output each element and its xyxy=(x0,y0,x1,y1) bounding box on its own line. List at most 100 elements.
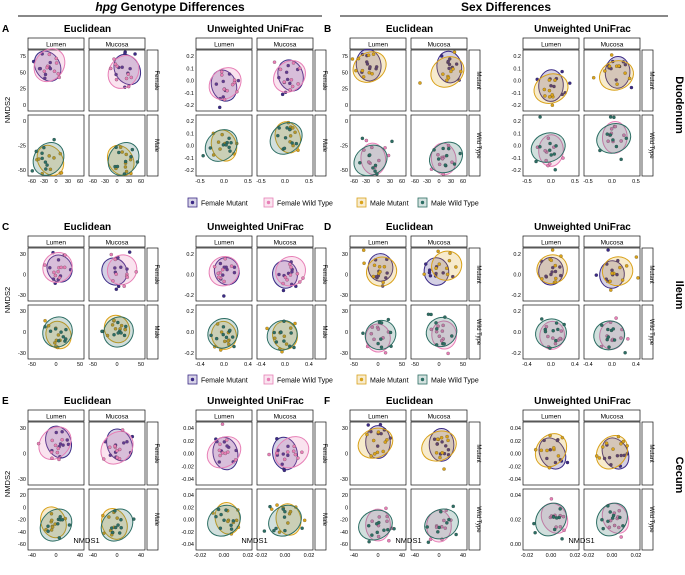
group-ellipse xyxy=(430,56,465,88)
data-point xyxy=(443,526,447,530)
data-point xyxy=(370,519,374,523)
data-point xyxy=(56,446,60,451)
facet-box xyxy=(468,304,481,360)
y-tick-label: 30 xyxy=(342,252,348,258)
y-tick-label: 0 xyxy=(23,119,26,125)
data-point xyxy=(445,266,449,271)
data-point xyxy=(365,432,369,437)
legend-dot xyxy=(266,377,271,382)
data-point xyxy=(547,95,552,99)
data-point xyxy=(362,248,366,252)
data-point xyxy=(624,136,629,141)
data-point xyxy=(607,455,612,460)
data-point xyxy=(553,78,557,82)
data-point xyxy=(120,150,124,154)
data-point xyxy=(361,75,366,79)
x-tick-label: -40 xyxy=(28,553,36,559)
data-point xyxy=(122,441,126,445)
data-point xyxy=(65,438,69,442)
x-tick-label: 40 xyxy=(138,553,144,559)
x-tick-label: -40 xyxy=(350,553,358,559)
data-point xyxy=(63,253,67,257)
data-point xyxy=(34,149,38,154)
x-tick-label: -0.4 xyxy=(583,362,592,368)
x-axis-label: NMDS1 xyxy=(241,536,267,545)
panel-letter: F xyxy=(324,396,330,407)
data-point xyxy=(212,265,217,269)
y-tick-label: 0.02 xyxy=(510,518,521,524)
group-ellipse xyxy=(358,509,393,541)
y-tick-label: -0.2 xyxy=(512,293,521,299)
data-point xyxy=(53,341,57,345)
facet-label: Mutant xyxy=(648,444,654,463)
data-point xyxy=(285,77,290,82)
data-point xyxy=(298,280,302,284)
data-point xyxy=(437,162,442,167)
data-point xyxy=(292,444,296,449)
data-point xyxy=(118,447,122,452)
data-point xyxy=(629,85,634,90)
x-tick-label: 30 xyxy=(387,179,393,185)
data-point xyxy=(119,323,124,328)
data-point xyxy=(119,331,123,335)
facet-box xyxy=(146,304,159,360)
data-point xyxy=(52,270,56,275)
data-point xyxy=(265,326,269,331)
x-tick-label: 0.0 xyxy=(608,179,616,185)
data-point xyxy=(293,452,298,457)
data-point xyxy=(115,516,119,520)
data-point xyxy=(454,62,459,66)
data-point xyxy=(116,320,120,325)
data-point xyxy=(48,266,52,270)
group-ellipse xyxy=(424,508,459,540)
data-point xyxy=(290,141,294,145)
data-point xyxy=(49,512,54,516)
data-point xyxy=(227,145,231,150)
y-tick-label: 30 xyxy=(20,309,26,315)
facet-box xyxy=(468,247,481,302)
data-point xyxy=(119,526,123,530)
y-tick-label: -30 xyxy=(340,293,348,299)
data-point xyxy=(218,442,222,446)
facet-label: Wild Type xyxy=(648,132,654,159)
data-point xyxy=(228,149,232,153)
data-point xyxy=(276,133,280,138)
legend-dot xyxy=(359,377,364,382)
data-point xyxy=(283,528,287,533)
data-point xyxy=(551,515,556,519)
data-point xyxy=(379,337,383,341)
y-tick-label: 0 xyxy=(345,452,348,458)
data-point xyxy=(560,537,564,541)
facet-box xyxy=(146,421,159,486)
data-point xyxy=(608,510,612,514)
panel-B-unweighted-unifrac: Unweighted UniFrac Lumen Mucosa Mutant 0.2 0.… xyxy=(512,24,654,185)
data-point xyxy=(223,257,227,261)
y-tick-label: -0.2 xyxy=(512,103,521,109)
data-point xyxy=(221,325,226,329)
x-tick-label: 50 xyxy=(399,362,405,368)
data-point xyxy=(125,275,129,279)
data-point xyxy=(114,272,118,276)
x-tick-label: 0.00 xyxy=(607,553,618,559)
data-point xyxy=(367,71,371,75)
facet-label: Wild Type xyxy=(475,319,481,346)
data-point xyxy=(113,62,118,66)
y-tick-label: -25 xyxy=(18,144,26,150)
data-point xyxy=(594,454,599,458)
data-point xyxy=(283,275,288,280)
data-point xyxy=(275,451,279,455)
panel-F-unweighted-unifrac: Unweighted UniFrac Lumen Mucosa Mutant 0.04 0… xyxy=(508,396,654,559)
data-point xyxy=(609,127,614,131)
y-tick-label: 0.0 xyxy=(186,79,194,85)
data-point xyxy=(436,157,441,161)
data-point xyxy=(286,63,290,68)
x-tick-label: 0.02 xyxy=(631,553,642,559)
data-point xyxy=(612,523,617,528)
x-tick-label: -30 xyxy=(423,179,431,185)
data-point xyxy=(356,56,361,61)
data-point xyxy=(540,277,544,281)
group-ellipse xyxy=(533,73,569,104)
strip-label: Lumen xyxy=(214,413,234,420)
